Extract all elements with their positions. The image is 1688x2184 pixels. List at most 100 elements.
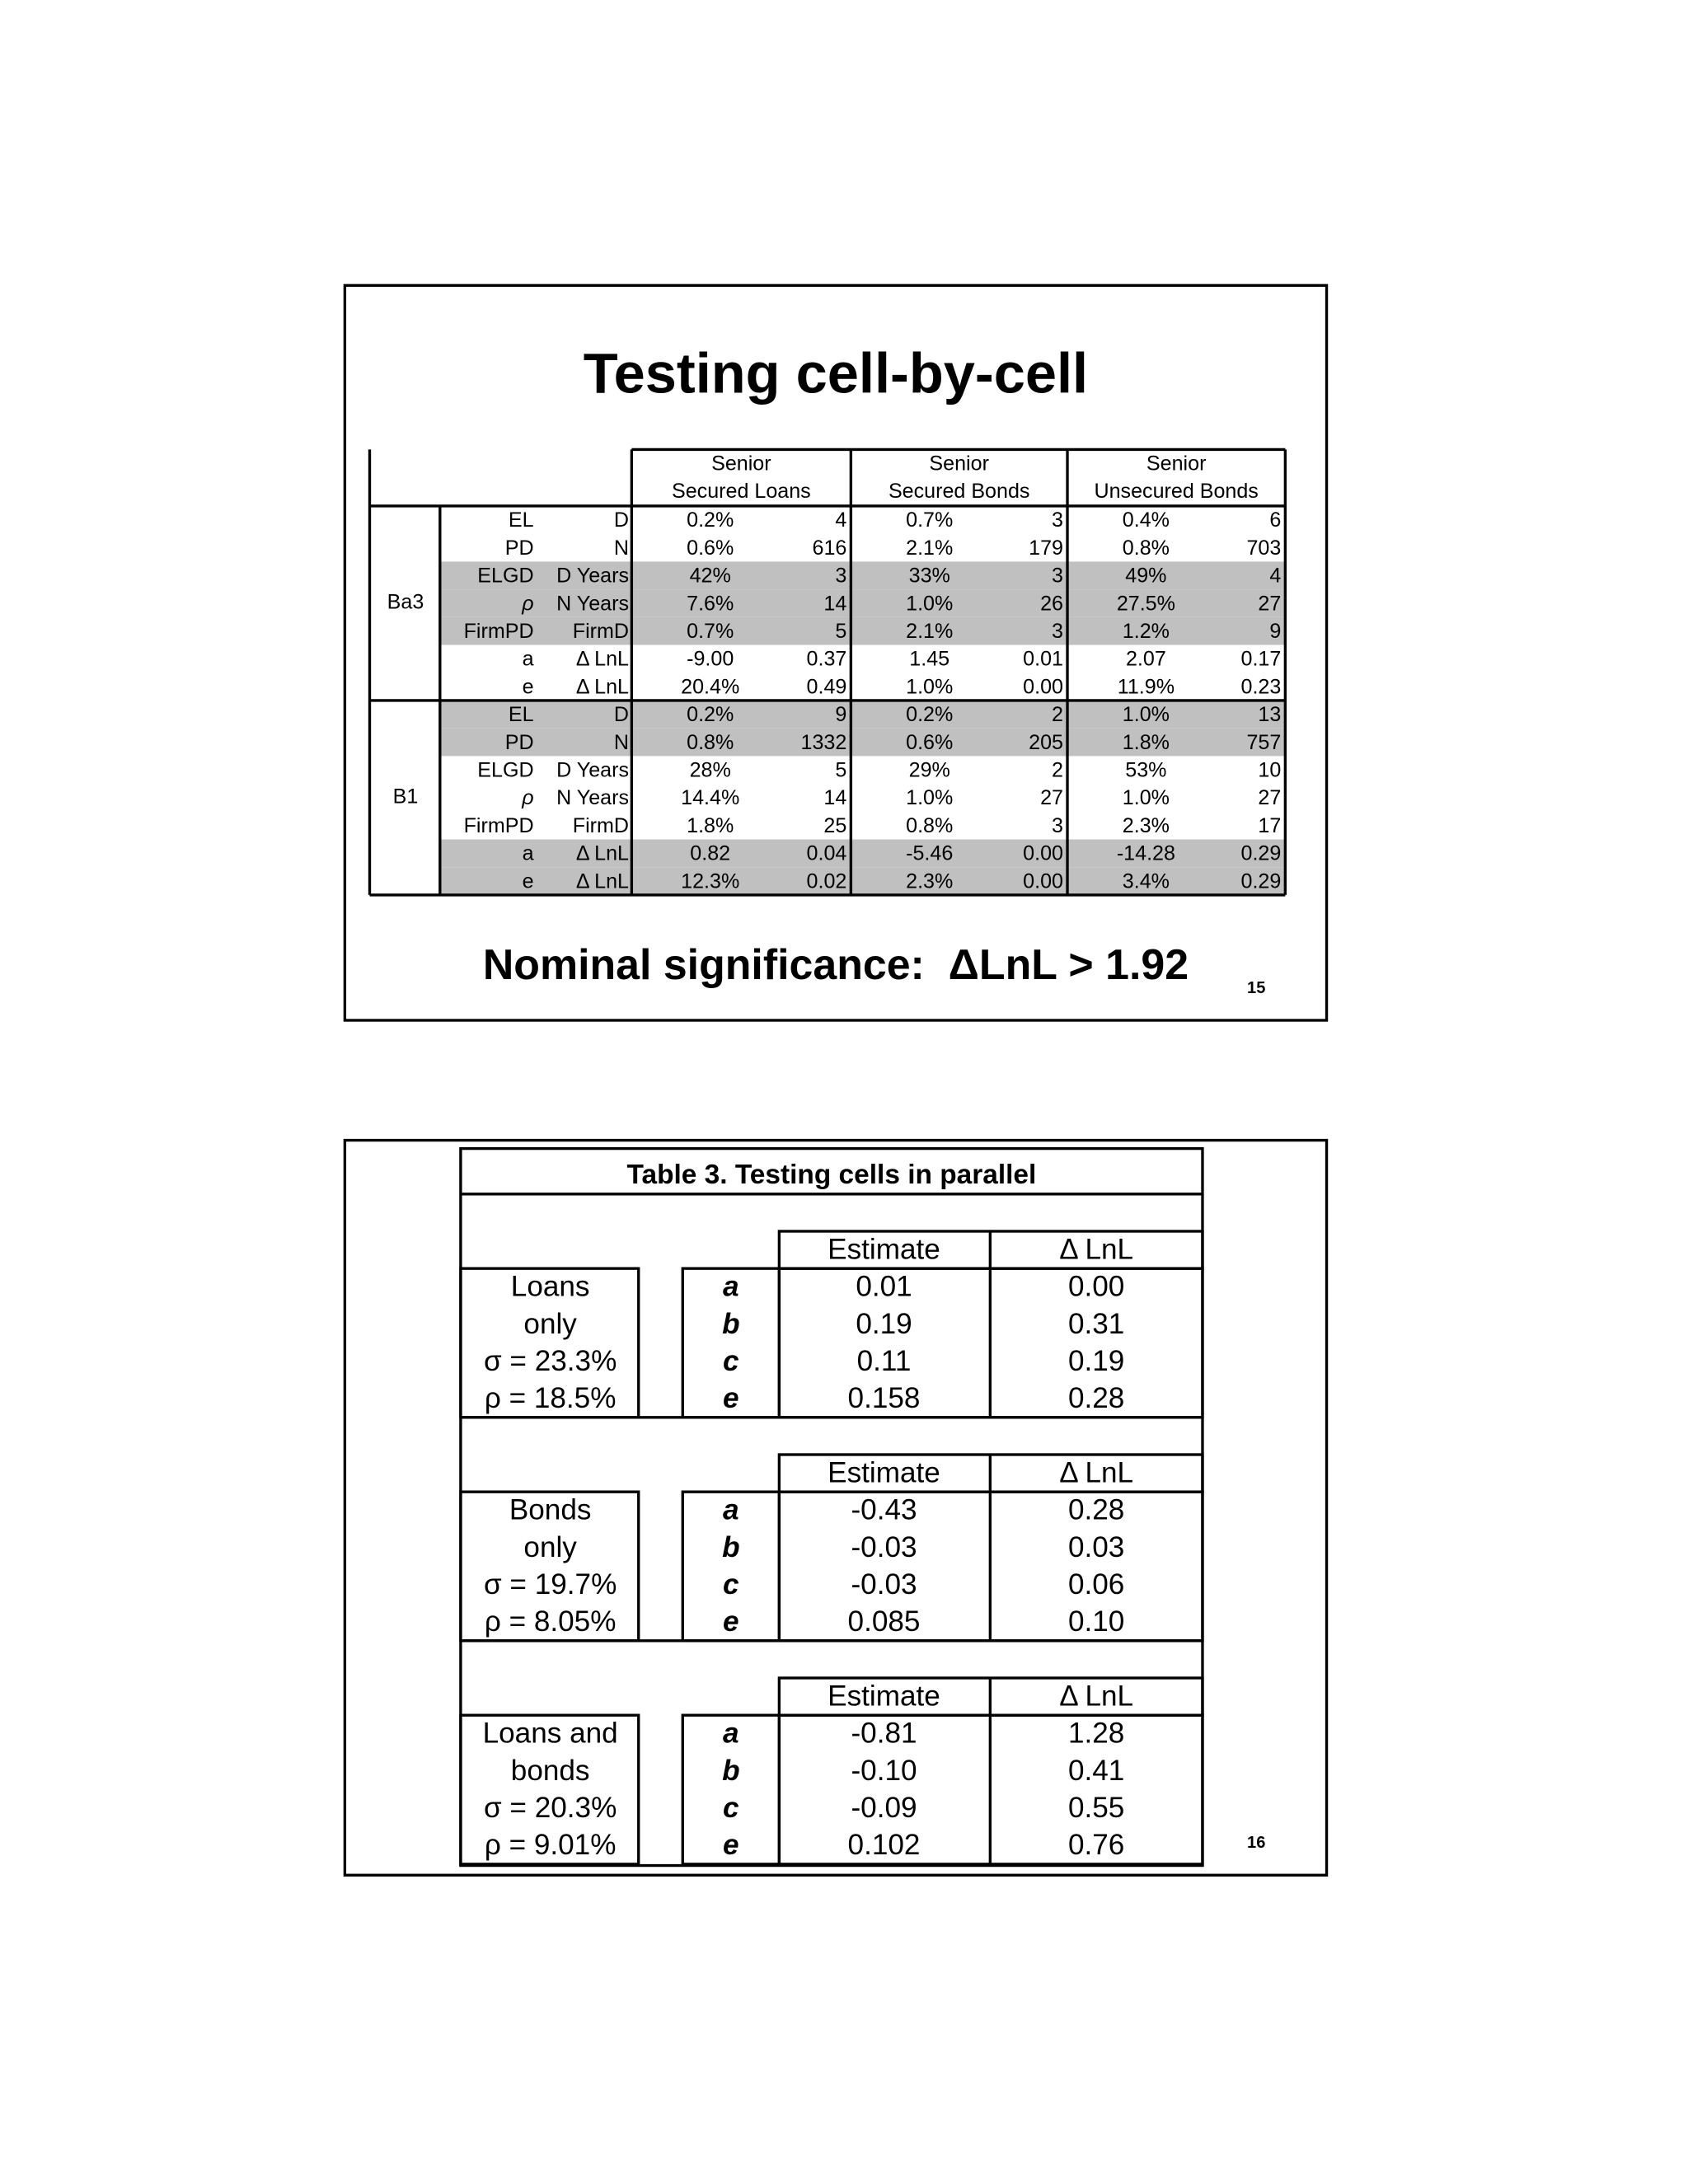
parameter-label: a [723,1494,739,1526]
table-cell: 0.8% [1123,537,1170,560]
table-cell: 0.11 [857,1345,912,1377]
parameter-label: e [723,1605,739,1638]
table-cell: 0.2% [687,509,734,532]
table-cell: 0.37 [807,648,847,671]
parameter-label: b [722,1531,739,1563]
table-cell: 7.6% [687,592,734,615]
row-label: N Years [556,786,629,809]
parameter-label: c [723,1568,739,1601]
table-cell: 3 [1052,565,1063,588]
row-label: N [614,537,629,560]
table-cell: 0.2% [906,703,953,726]
row-shading [439,728,1286,757]
row-label: FirmPD [464,620,534,643]
row-label: ρ [521,592,533,615]
table-cell: 29% [909,759,950,782]
row-label: D [614,509,629,532]
row-label: D Years [556,759,629,782]
row-label: FirmPD [464,814,534,837]
table-cell: 0.00 [1023,869,1063,893]
table-cell: 0.00 [1023,842,1063,865]
column-header: Estimate [828,1680,940,1713]
row-shading [439,700,1286,729]
row-shading [439,867,1286,895]
table-cell: 2.3% [906,869,953,893]
table-cell: 0.23 [1241,675,1282,698]
parameter-label: b [722,1308,739,1340]
table-cell: 42% [690,565,731,588]
table-cell: 0.8% [687,731,734,754]
row-label: D [614,703,629,726]
parameter-label: e [723,1829,739,1861]
row-shading [439,589,1286,617]
table-cell: 27 [1258,786,1281,809]
table-cell: 2.1% [906,537,953,560]
row-label: PD [505,731,534,754]
row-label: PD [505,537,534,560]
table-cell: 10 [1258,759,1281,782]
table-cell: 53% [1125,759,1166,782]
table-cell: 3 [835,565,846,588]
table-cell: 6 [1269,509,1281,532]
table-cell: -0.03 [851,1531,917,1563]
table-cell: 2.1% [906,620,953,643]
parameter-label: e [723,1382,739,1414]
row-label: ELGD [477,759,533,782]
table-cell: 33% [909,565,950,588]
table-cell: 0.102 [848,1829,921,1861]
row-shading [439,561,1286,590]
row-label: Δ LnL [576,869,629,893]
table-cell: 1.45 [909,648,950,671]
table-cell: 1332 [801,731,847,754]
table-cell: 3.4% [1123,869,1170,893]
table-cell: 0.2% [687,703,734,726]
table-cell: 0.04 [807,842,847,865]
block-label: σ = 23.3% [484,1345,617,1377]
table-cell: 13 [1258,703,1281,726]
parameter-label: a [723,1271,739,1303]
table-cell: 1.0% [1123,786,1170,809]
parameter-label: a [723,1718,739,1750]
table-cell: -0.03 [851,1568,917,1601]
column-header: Estimate [828,1457,940,1489]
table-cell: 0.82 [690,842,730,865]
table-cell: 205 [1029,731,1063,754]
table-cell: -14.28 [1117,842,1175,865]
table-cell: 0.00 [1068,1271,1124,1303]
block-label: only [523,1531,577,1563]
table-cell: 0.29 [1241,842,1282,865]
table-cell: 0.41 [1068,1755,1124,1787]
group-label: B1 [393,785,419,808]
block-label: ρ = 18.5% [485,1382,617,1414]
column-header: Senior [929,452,989,475]
table-cell: 27.5% [1117,592,1175,615]
block-label: only [523,1308,577,1340]
table-cell: 5 [835,759,846,782]
row-label: EL [509,509,534,532]
table-cell: 703 [1246,537,1281,560]
table-cell: 0.7% [687,620,734,643]
table-cell: 0.31 [1068,1308,1124,1340]
block-label: ρ = 8.05% [485,1605,617,1638]
row-label: Δ LnL [576,842,629,865]
table-cell: 0.17 [1241,648,1282,671]
row-label: ρ [521,786,533,809]
row-shading [439,616,1286,645]
table-cell: 0.19 [1068,1345,1124,1377]
table-cell: 9 [1269,620,1281,643]
row-label: Δ LnL [576,675,629,698]
table-cell: 26 [1040,592,1063,615]
column-header: Estimate [828,1234,940,1266]
table-cell: 0.19 [856,1308,912,1340]
table-cell: 0.8% [906,814,953,837]
table-cell: 0.4% [1123,509,1170,532]
row-label: D Years [556,565,629,588]
table-cell: 2.07 [1126,648,1166,671]
table-cell: 27 [1040,786,1063,809]
table-cell: 0.158 [848,1382,921,1414]
table-cell: 0.6% [906,731,953,754]
table-cell: 20.4% [681,675,739,698]
block-label: Loans and [483,1718,618,1750]
row-label: FirmD [573,814,629,837]
